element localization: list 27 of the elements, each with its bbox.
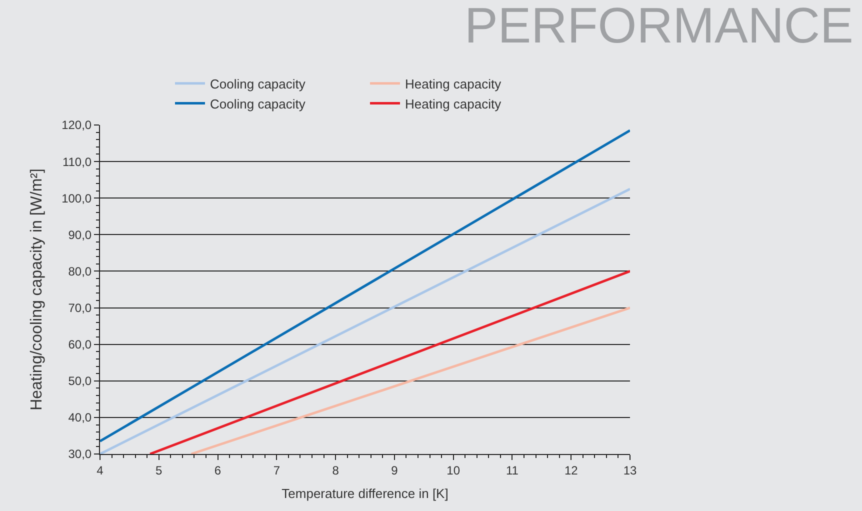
x-tick-label: 13 xyxy=(623,463,637,478)
y-tick-label: 120,0 xyxy=(62,118,92,132)
x-tick-label: 10 xyxy=(446,463,460,478)
x-tick-label: 9 xyxy=(391,463,398,478)
y-tick-label: 80,0 xyxy=(68,264,92,278)
y-tick-label: 60,0 xyxy=(68,338,92,352)
legend-label: Heating capacity xyxy=(405,76,502,92)
y-tick-label: 100,0 xyxy=(62,191,92,206)
chart-title: PERFORMANCE xyxy=(464,0,854,54)
legend-label: Cooling capacity xyxy=(210,76,306,92)
y-tick-label: 90,0 xyxy=(68,228,92,242)
legend-label: Cooling capacity xyxy=(210,96,306,112)
x-tick-label: 5 xyxy=(156,463,163,478)
x-tick-label: 6 xyxy=(214,463,222,478)
x-tick-label: 12 xyxy=(564,463,578,478)
y-tick-label: 50,0 xyxy=(68,374,92,388)
y-tick-label: 30,0 xyxy=(68,447,92,462)
x-tick-label: 4 xyxy=(96,463,104,478)
y-tick-label: 40,0 xyxy=(68,410,92,425)
y-tick-label: 70,0 xyxy=(68,300,92,315)
y-axis-title: Heating/cooling capacity in [W/m²] xyxy=(28,168,46,410)
x-tick-label: 7 xyxy=(273,463,280,478)
y-tick-label: 110,0 xyxy=(62,154,92,169)
x-tick-label: 8 xyxy=(332,463,340,478)
x-tick-label: 11 xyxy=(506,463,519,478)
legend-label: Heating capacity xyxy=(405,96,502,112)
x-axis-title: Temperature difference in [K] xyxy=(282,486,448,501)
